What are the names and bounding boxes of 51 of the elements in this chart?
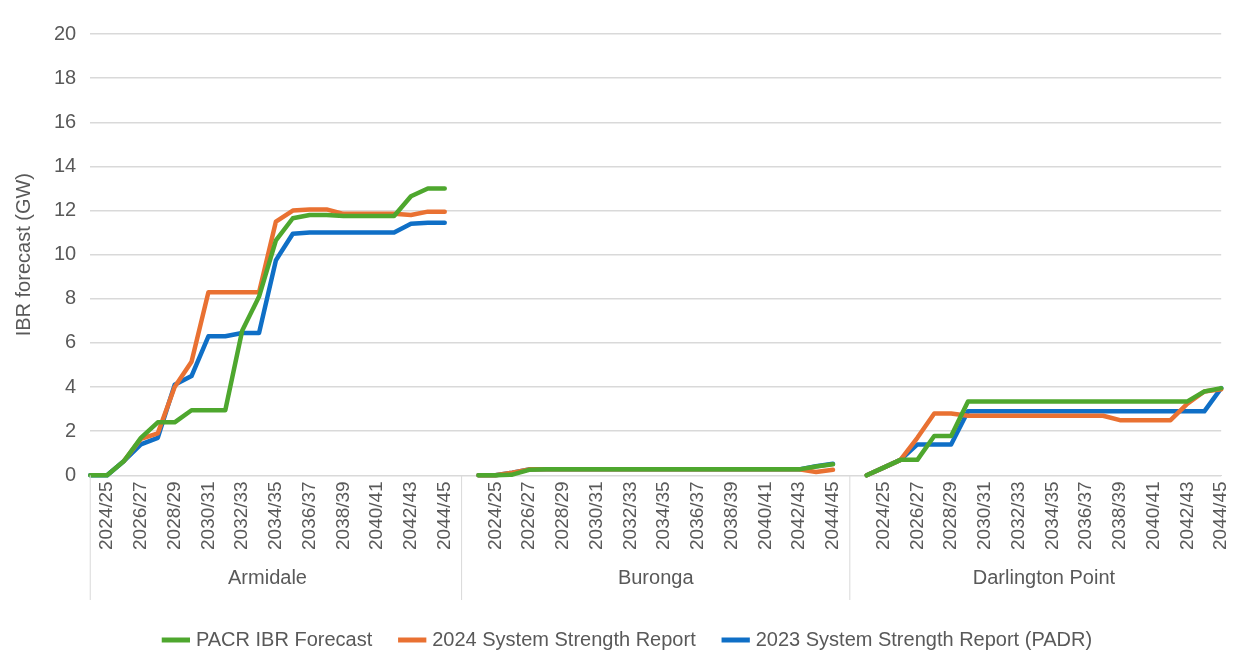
x-tick-label: 2044/45	[432, 481, 454, 551]
y-tick-label: 14	[54, 153, 77, 176]
x-tick-label: 2028/29	[162, 481, 184, 551]
x-tick-label: 2028/29	[551, 481, 573, 551]
x-tick-label: 2034/35	[1040, 481, 1062, 551]
y-tick-label: 2	[65, 418, 77, 441]
x-tick-label: 2034/35	[652, 481, 674, 551]
y-tick-label: 20	[54, 21, 77, 44]
y-tick-label: 6	[65, 330, 77, 353]
x-tick-label: 2032/33	[1006, 481, 1028, 551]
y-tick-label: 4	[65, 374, 77, 397]
x-tick-label: 2026/27	[129, 481, 151, 551]
y-tick-label: 16	[54, 109, 77, 132]
x-tick-label: 2036/37	[297, 481, 319, 551]
x-tick-label: 2028/29	[939, 481, 961, 551]
x-tick-label: 2030/31	[584, 481, 606, 551]
x-tick-label: 2030/31	[973, 481, 995, 551]
legend-label: PACR IBR Forecast	[195, 627, 373, 650]
x-tick-label: 2040/41	[365, 481, 387, 551]
y-tick-label: 18	[54, 65, 77, 88]
x-tick-label: 2042/43	[1175, 481, 1197, 551]
x-tick-label: 2034/35	[264, 481, 286, 551]
x-tick-label: 2024/25	[871, 481, 893, 551]
y-tick-label: 0	[65, 462, 77, 485]
x-tick-label: 2038/39	[719, 481, 741, 551]
x-tick-label: 2032/33	[618, 481, 640, 551]
text: Buronga	[617, 565, 695, 588]
x-tick-label: 2026/27	[517, 481, 539, 551]
x-tick-label: 2044/45	[821, 481, 843, 551]
x-tick-label: 2024/25	[483, 481, 505, 551]
x-tick-label: 2040/41	[753, 481, 775, 551]
x-tick-label: 2044/45	[1209, 481, 1231, 551]
text: Darlington Point	[972, 565, 1116, 588]
y-axis-title: IBR forecast (GW)	[11, 172, 34, 337]
x-tick-label: 2038/39	[1108, 481, 1130, 551]
x-tick-label: 2032/33	[230, 481, 252, 551]
x-tick-label: 2042/43	[399, 481, 421, 551]
y-tick-label: 10	[54, 242, 77, 265]
y-tick-label: 8	[65, 286, 77, 309]
x-tick-label: 2042/43	[787, 481, 809, 551]
legend-label: 2024 System Strength Report	[432, 627, 697, 650]
x-tick-label: 2040/41	[1141, 481, 1163, 551]
x-tick-label: 2038/39	[331, 481, 353, 551]
x-tick-label: 2030/31	[196, 481, 218, 551]
x-tick-label: 2036/37	[686, 481, 708, 551]
text: Armidale	[228, 565, 307, 588]
legend-label: 2023 System Strength Report (PADR)	[755, 627, 1093, 650]
x-tick-label: 2024/25	[95, 481, 117, 551]
x-tick-label: 2026/27	[905, 481, 927, 551]
y-tick-label: 12	[54, 198, 77, 221]
x-tick-label: 2036/37	[1074, 481, 1096, 551]
